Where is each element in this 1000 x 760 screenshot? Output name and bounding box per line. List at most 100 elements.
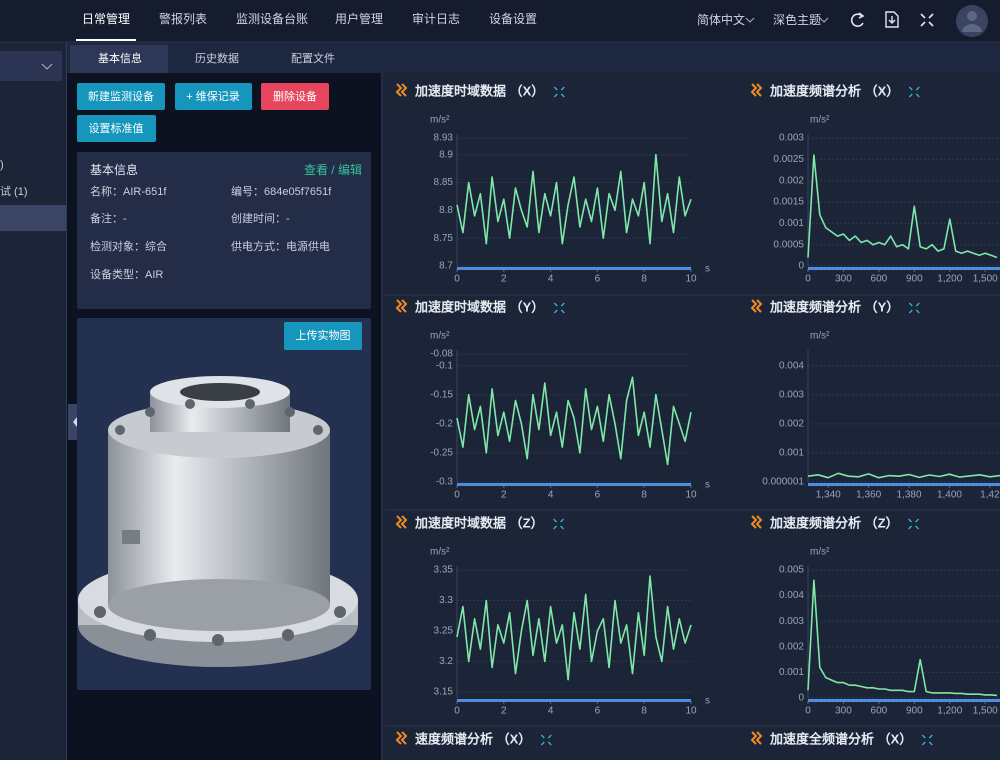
button[interactable] — [175, 83, 252, 110]
expand-icon[interactable] — [908, 302, 920, 314]
x-tick-label: 1,500 — [973, 274, 998, 285]
nav-active-underline — [76, 39, 136, 41]
x-tick-label: 0 — [805, 706, 811, 717]
nav-item[interactable]: 监测设备台账 — [236, 11, 308, 26]
y-tick-label: -0.15 — [430, 389, 453, 400]
y-unit: m/s² — [430, 547, 450, 558]
theme-select[interactable]: 深色主题 — [773, 13, 821, 27]
info-field: 设备类型：AIR — [90, 267, 163, 281]
tab-bar — [67, 43, 1000, 73]
expand-icon-stroke — [908, 86, 920, 98]
expand-icon[interactable] — [908, 86, 920, 98]
view-link[interactable]: 查看 — [304, 163, 328, 177]
x-tick-label: 4 — [548, 490, 554, 501]
title-icon — [750, 515, 763, 529]
x-tick-label: 2 — [501, 274, 507, 285]
y-tick-label: 0.001 — [779, 218, 804, 229]
x-tick-label: 6 — [595, 706, 601, 717]
button[interactable] — [77, 115, 156, 142]
fullscreen-icon[interactable] — [920, 13, 934, 27]
button-label: 删除设备 — [273, 89, 317, 103]
sidebar — [0, 43, 66, 760]
tab[interactable]: 配置文件 — [291, 51, 335, 65]
data-line — [456, 153, 692, 245]
y-tick-label: 8.75 — [434, 233, 454, 244]
edit-link[interactable]: 编辑 — [338, 162, 362, 177]
y-tick-label: 8.8 — [439, 205, 453, 216]
data-line — [807, 472, 1000, 479]
nav-item[interactable]: 警报列表 — [159, 11, 207, 26]
sidebar-select[interactable] — [0, 51, 62, 81]
x-tick-label: 4 — [548, 274, 554, 285]
x-tick-label: 0 — [454, 274, 460, 285]
y-tick-label: 0.004 — [779, 590, 804, 601]
info-card — [77, 152, 371, 309]
y-tick-label: 0.0005 — [773, 239, 804, 250]
x-tick-label: 1,42 — [980, 490, 1000, 501]
avatar-body — [962, 24, 982, 32]
nav-item[interactable]: 日常管理 — [82, 11, 130, 26]
x-tick-label: 1,400 — [937, 490, 962, 501]
y-unit: m/s² — [810, 115, 830, 126]
x-tick-label: 1,200 — [937, 706, 962, 717]
expand-icon[interactable] — [553, 86, 565, 98]
expand-icon[interactable] — [921, 734, 933, 746]
y-tick-label: 0.002 — [779, 641, 804, 652]
expand-icon[interactable] — [553, 518, 565, 530]
sidebar-item[interactable]: 试 (1) — [0, 185, 28, 198]
button[interactable] — [284, 322, 362, 350]
button[interactable] — [261, 83, 329, 110]
y-tick-label: 3.35 — [434, 565, 454, 576]
info-field: 编号：684e05f7651f — [231, 184, 332, 198]
sidebar-selected-row[interactable] — [0, 205, 66, 231]
y-tick-label: -0.08 — [430, 349, 453, 360]
nav-item[interactable]: 审计日志 — [412, 11, 460, 26]
tab[interactable]: 历史数据 — [195, 51, 239, 65]
nav-item[interactable]: 设备设置 — [489, 12, 537, 26]
nav-item[interactable]: 用户管理 — [335, 11, 383, 26]
expand-icon[interactable] — [540, 734, 552, 746]
x-tick-label: 8 — [641, 274, 647, 285]
panel-title: 速度频谱分析 （X） — [415, 731, 531, 746]
zoom-slider — [808, 267, 1000, 270]
y-unit: m/s² — [430, 331, 450, 342]
button-label: + 维保记录 — [186, 89, 239, 103]
x-tick-label: 600 — [871, 706, 888, 717]
panel-title: 加速度时域数据 （Z） — [414, 515, 544, 530]
button[interactable] — [77, 83, 165, 110]
y-tick-label: -0.1 — [436, 360, 454, 371]
y-tick-label: 8.7 — [439, 261, 453, 272]
panel-title: 加速度时域数据 （Y） — [414, 299, 544, 314]
refresh-icon[interactable] — [850, 12, 865, 27]
export-icon[interactable] — [885, 11, 899, 28]
x-tick-label: 2 — [501, 706, 507, 717]
tab[interactable]: 基本信息 — [98, 51, 142, 65]
x-tick-label: 300 — [835, 706, 852, 717]
y-tick-label: 0.001 — [779, 448, 804, 459]
x-tick-label: 4 — [548, 706, 554, 717]
y-tick-label: 0.0025 — [773, 154, 804, 165]
expand-icon-stroke — [553, 302, 565, 314]
info-field: 检测对象：综合 — [90, 239, 167, 253]
expand-icon-stroke — [921, 734, 933, 746]
x-tick-label: 1,340 — [816, 490, 841, 501]
y-unit: m/s² — [810, 547, 830, 558]
expand-icon-stroke — [553, 86, 565, 98]
x-tick-label: 0 — [805, 274, 811, 285]
sidebar-item[interactable]: ) — [0, 159, 4, 171]
expand-icon[interactable] — [908, 518, 920, 530]
info-field: 名称：AIR-651f — [90, 184, 167, 198]
button-label: 设置标准值 — [89, 121, 144, 135]
y-tick-label: 0.003 — [779, 389, 804, 400]
y-tick-label: 0.002 — [779, 418, 804, 429]
y-tick-label: 0.001 — [779, 667, 804, 678]
collapse-arrow — [73, 417, 77, 427]
language-select[interactable]: 简体中文 — [697, 12, 745, 27]
expand-icon[interactable] — [553, 302, 565, 314]
expand-icon-stroke — [553, 518, 565, 530]
panel-title: 加速度频谱分析 （Y） — [769, 299, 899, 314]
title-icon — [395, 515, 408, 529]
y-tick-label: 0 — [798, 261, 804, 272]
y-tick-label: 3.15 — [434, 687, 454, 698]
